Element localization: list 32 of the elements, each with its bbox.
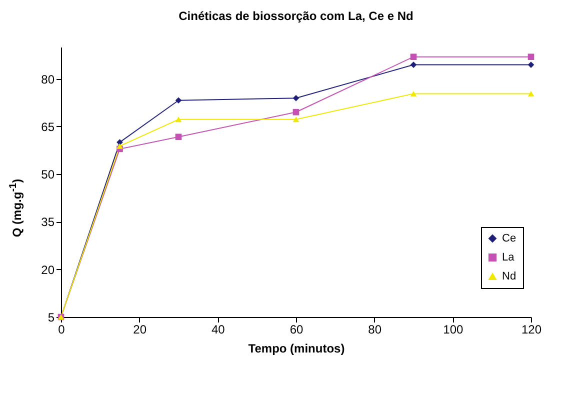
y-tick-label: 5 (48, 310, 55, 324)
y-tick-label: 65 (41, 120, 55, 134)
y-tick-label: 80 (41, 72, 55, 86)
x-tick-label: 40 (211, 322, 226, 336)
point (292, 94, 300, 102)
legend-label: Ce (502, 232, 516, 244)
x-tick-label: 0 (58, 322, 66, 336)
point (116, 139, 123, 146)
point (410, 54, 417, 60)
x-tick-label: 60 (290, 322, 304, 336)
point (292, 108, 300, 116)
point (116, 143, 123, 149)
x-tick-label: 80 (368, 322, 382, 336)
legend-label: Nd (502, 270, 516, 282)
y-tick-label: 35 (41, 215, 55, 230)
x-tick-label: 100 (443, 322, 464, 336)
x-tick-label: 120 (521, 322, 542, 336)
point (292, 116, 300, 122)
x-tick-label: 20 (133, 322, 147, 336)
y-tick-label: 20 (41, 262, 55, 277)
point (175, 134, 182, 140)
point (528, 62, 534, 68)
point (175, 97, 182, 104)
x-axis-title: Tempo (minutos) (248, 342, 345, 356)
point (528, 90, 534, 96)
legend-label: La (502, 252, 516, 264)
point (528, 54, 534, 60)
point (175, 116, 182, 122)
chart-title: Cinéticas de biossorção com La, Ce e Nd (178, 9, 414, 23)
point (410, 90, 417, 96)
y-tick-label: 50 (41, 168, 55, 182)
point (410, 62, 417, 68)
